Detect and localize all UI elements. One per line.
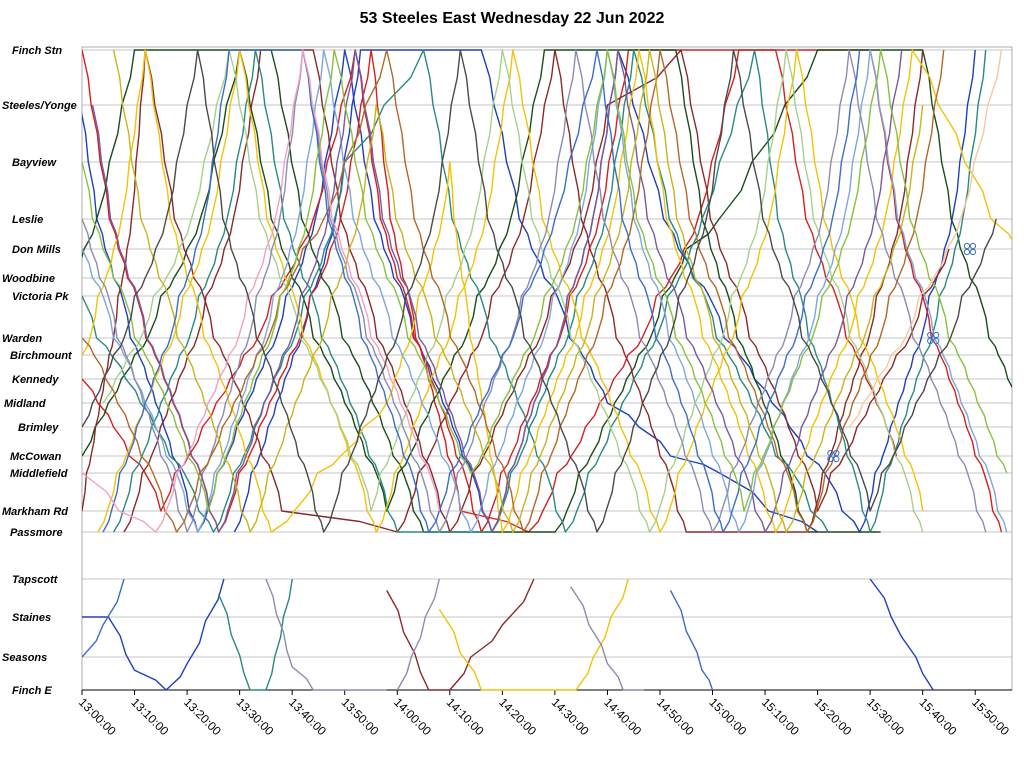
x-tick-label: 13:30:00 (234, 695, 277, 738)
marker-dot (827, 455, 834, 463)
trip-line (82, 49, 1008, 533)
stop-label: Midland (4, 398, 46, 410)
marker-dot (927, 337, 934, 345)
marker-dot (833, 449, 840, 457)
x-tick-label: 15:20:00 (811, 695, 854, 738)
branch-trip-line (217, 578, 293, 691)
stop-label: Staines (12, 612, 51, 624)
trip-line (112, 49, 829, 533)
x-tick-label: 14:40:00 (601, 695, 644, 738)
trip-line (82, 49, 924, 533)
trip-line (97, 49, 924, 533)
trip-line (82, 49, 997, 533)
trip-lines (82, 49, 1012, 533)
trip-line (233, 49, 818, 533)
x-tick-label: 14:50:00 (654, 695, 697, 738)
trip-line (123, 49, 950, 533)
trip-line (82, 49, 898, 533)
x-tick-label: 15:10:00 (759, 695, 802, 738)
stop-label: Don Mills (12, 244, 61, 256)
x-tick-label: 14:10:00 (444, 695, 487, 738)
stop-label: Victoria Pk (12, 291, 69, 303)
trip-line (91, 49, 903, 533)
stop-label: Markham Rd (2, 506, 68, 518)
marker-dot (969, 242, 977, 250)
marker-dot (963, 242, 971, 250)
trip-line (82, 49, 440, 533)
x-tick-label: 13:10:00 (128, 695, 171, 738)
stop-label: Steeles/Yonge (2, 100, 77, 112)
trip-line (848, 49, 1003, 428)
stop-label: Kennedy (12, 374, 59, 386)
trip-line (82, 49, 1008, 512)
branch-trip-line (669, 590, 714, 691)
stop-label: Seasons (2, 652, 47, 664)
x-tick-label: 15:50:00 (969, 695, 1012, 738)
marker-dot (933, 337, 940, 345)
marker (827, 449, 840, 463)
x-tick-label: 15:40:00 (917, 695, 960, 738)
branch-trip-line (82, 578, 225, 691)
x-tick-label: 13:40:00 (286, 695, 329, 738)
branch-trip-line (570, 586, 645, 691)
marker (963, 242, 977, 256)
stop-label: Birchmount (10, 350, 73, 362)
trip-line (112, 49, 924, 533)
branch-trip-line (869, 578, 934, 691)
x-axis: 13:00:00 13:10:00 13:20:00 13:30:00 13:40:00… (76, 689, 1012, 738)
stop-label: Leslie (12, 214, 43, 226)
stop-label: Middlefield (10, 468, 68, 480)
branch-trip-line (438, 578, 630, 691)
branch-trip-line (396, 578, 440, 691)
trip-line (82, 49, 945, 533)
stop-label: McCowan (10, 451, 62, 463)
x-tick-label: 13:50:00 (339, 695, 382, 738)
marker-dot (833, 455, 840, 463)
marker-dot (927, 331, 934, 339)
stop-label: Finch E (12, 685, 52, 697)
stop-labels: Finch Stn Steeles/Yonge Bayview Leslie Don M… (2, 45, 77, 697)
marker-dot (827, 449, 834, 457)
x-tick-label: 13:00:00 (76, 695, 119, 738)
stop-label: Warden (2, 333, 42, 345)
branch-trip-line (82, 578, 125, 658)
marker-dot (933, 331, 940, 339)
x-tick-label: 13:20:00 (181, 695, 224, 738)
x-tick-label: 15:30:00 (864, 695, 907, 738)
stop-label: Passmore (10, 527, 63, 539)
stop-label: Woodbine (2, 273, 55, 285)
trip-line (102, 49, 861, 533)
stop-label: Finch Stn (12, 45, 62, 57)
chart-title: 53 Steeles East Wednesday 22 Jun 2022 (359, 10, 665, 27)
trip-line (82, 49, 987, 533)
x-tick-label: 14:20:00 (496, 695, 539, 738)
marker-dot (963, 248, 971, 256)
marker (927, 331, 940, 345)
x-tick-label: 15:00:00 (706, 695, 749, 738)
stop-label: Bayview (12, 157, 57, 169)
branch-trip-lines (82, 578, 934, 691)
branch-trip-line (265, 578, 387, 691)
trip-line (82, 49, 1012, 533)
branch-trip-line (386, 578, 535, 691)
stop-label: Tapscott (12, 574, 59, 586)
x-tick-label: 14:00:00 (391, 695, 434, 738)
stop-label: Brimley (18, 422, 59, 434)
marker-dot (969, 248, 977, 256)
annotation-markers (827, 242, 977, 463)
x-tick-label: 14:30:00 (549, 695, 592, 738)
